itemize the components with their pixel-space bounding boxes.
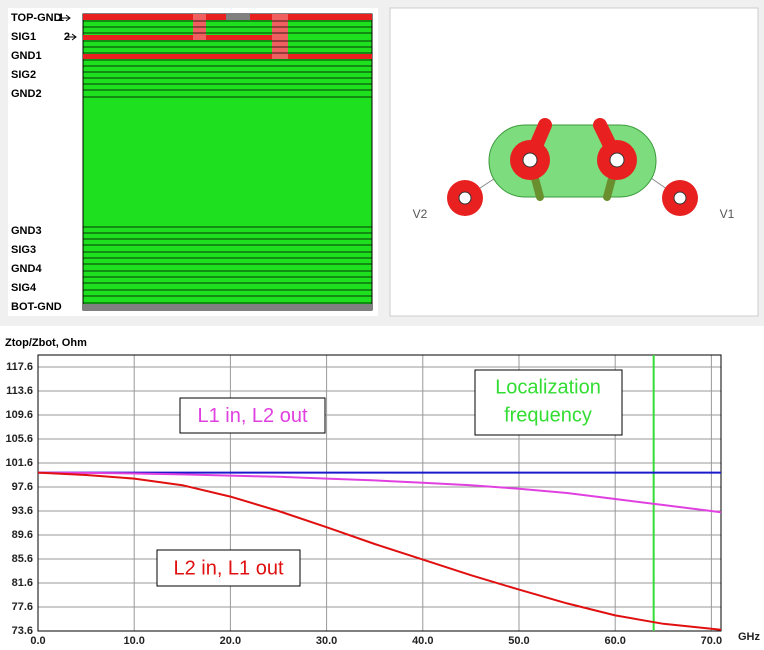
x-tick-label: 40.0	[412, 635, 433, 647]
y-tick-label: 85.6	[12, 553, 33, 565]
stack-body	[82, 13, 373, 311]
layer-label: SIG3	[11, 244, 36, 256]
y-tick-label: 77.6	[12, 601, 33, 613]
via-label: V2	[413, 207, 428, 221]
layer-label: GND1	[11, 50, 42, 62]
sig1-trace	[83, 35, 273, 40]
x-tick-label: 70.0	[701, 635, 722, 647]
layer-label: SIG1	[11, 31, 36, 43]
via-label: V1	[720, 207, 735, 221]
x-tick-label: 30.0	[316, 635, 337, 647]
annotation: Localization	[495, 376, 601, 398]
label-box	[179, 397, 326, 434]
annotation: frequency	[504, 404, 592, 426]
stackup: 1 2 TOP-GND SIG1 GND1 SIG2 GND2 GND3 SIG3 GND4 S…	[11, 12, 373, 313]
top-gap	[226, 14, 250, 20]
via-drawing: V2 V1	[413, 118, 735, 221]
x-tick-label: 10.0	[123, 635, 144, 647]
y-tick-label: 105.6	[5, 433, 33, 445]
y-tick-label: 93.6	[12, 505, 33, 517]
drill	[673, 191, 687, 205]
layer-label: GND4	[11, 263, 42, 275]
marker: 2	[64, 31, 70, 43]
x-tick-label: 60.0	[604, 635, 625, 647]
y-tick-label: 101.6	[5, 457, 33, 469]
marker-arrows	[60, 14, 77, 41]
series-label: L2 in, L1 out	[173, 557, 284, 579]
drill	[458, 191, 472, 205]
annotation-box	[474, 369, 623, 436]
marker: 1	[58, 12, 64, 24]
x-tick-label: 50.0	[508, 635, 529, 647]
drill	[609, 152, 625, 168]
y-tick-label: 81.6	[12, 577, 33, 589]
x-tick-label: 20.0	[220, 635, 241, 647]
label-box	[156, 549, 301, 587]
x-tick-label: 0.0	[30, 635, 45, 647]
y-tick-label: 89.6	[12, 529, 33, 541]
plot-border	[37, 354, 722, 632]
gnd1-layer	[83, 54, 372, 59]
layer-label: TOP-GND	[11, 12, 62, 24]
y-tick-label: 109.6	[5, 409, 33, 421]
y-tick-label: 113.6	[6, 385, 33, 397]
layer-label: GND2	[11, 88, 42, 100]
y-tick-label: 73.6	[12, 625, 33, 637]
layer-label: GND3	[11, 225, 42, 237]
y-axis-title: Ztop/Zbot, Ohm	[5, 337, 87, 349]
x-axis-title: GHz	[738, 631, 761, 643]
drill	[522, 152, 538, 168]
series-line	[37, 471, 722, 514]
bottom-layer	[83, 304, 372, 310]
series-line	[37, 471, 722, 631]
layer-label: SIG2	[11, 69, 36, 81]
y-tick-label: 97.6	[12, 481, 33, 493]
layer-label: SIG4	[11, 282, 37, 294]
series-label: L1 in, L2 out	[197, 405, 308, 427]
layer-label: BOT-GND	[11, 301, 62, 313]
via-barrel	[272, 14, 288, 59]
y-tick-label: 117.6	[6, 361, 33, 373]
